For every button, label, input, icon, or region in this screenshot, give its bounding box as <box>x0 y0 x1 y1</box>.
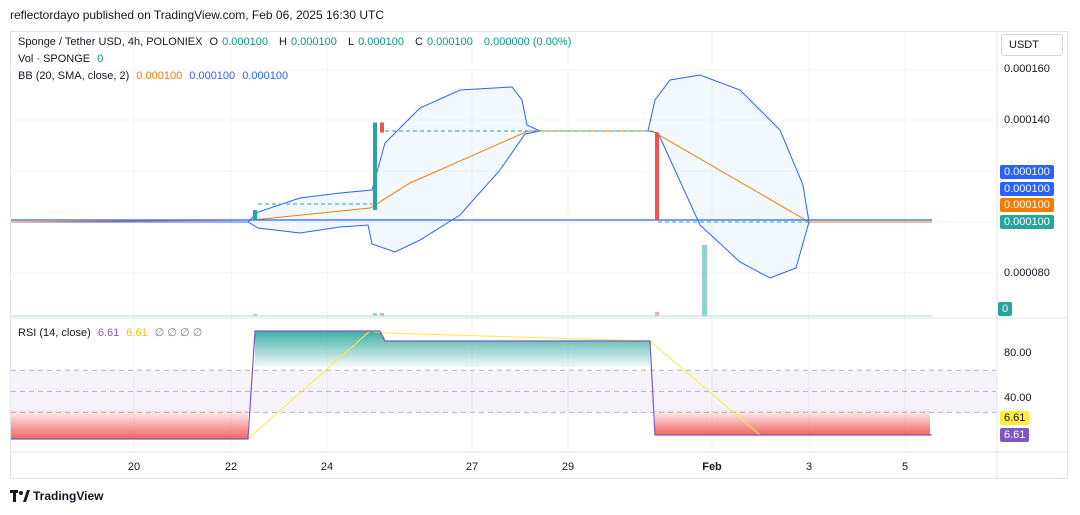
rsi-oversold-fill <box>655 410 930 435</box>
volume-bar <box>253 314 257 316</box>
rsi-label: RSI (14, close) <box>18 327 91 339</box>
x-tick-label: 5 <box>902 461 908 473</box>
bb-upper-price-tag: 0.000100 <box>1000 165 1054 179</box>
x-tick-label: 3 <box>806 461 812 473</box>
bb-basis-price-tag: 0.000100 <box>1000 198 1054 212</box>
ohlc-change: 0.000000 (0.00%) <box>483 36 572 48</box>
x-tick-label: 29 <box>562 461 574 473</box>
volume-tag: 0 <box>998 302 1013 316</box>
bb-basis-value: 0.000100 <box>136 70 183 82</box>
tradingview-logo[interactable]: TradingView <box>10 489 103 503</box>
x-tick-label: 22 <box>225 461 237 473</box>
bb-lower-price-tag: 0.000100 <box>1000 182 1054 196</box>
rsi-tick-label: 40.00 <box>1004 392 1032 404</box>
x-tick-label: 24 <box>321 461 333 473</box>
volume-legend: Vol · SPONGE 0 <box>18 53 107 65</box>
rsi-line <box>11 330 932 440</box>
bb-band-fill <box>11 75 932 278</box>
y-tick-label: 0.000140 <box>1004 114 1050 126</box>
bb-upper-value: 0.000100 <box>189 70 236 82</box>
bb-upper-line <box>11 74 932 223</box>
rsi-ma-value: 6.61 <box>126 327 148 339</box>
rsi-oversold-fill <box>11 410 248 439</box>
symbol-title: Sponge / Tether USD, 4h, POLONIEX <box>18 36 203 48</box>
last-price-tag: 0.000100 <box>1000 215 1054 229</box>
candle <box>253 210 257 220</box>
tradingview-logo-icon <box>10 490 30 502</box>
volume-bar <box>373 313 377 316</box>
ohlc-high: H 0.000100 <box>279 36 337 48</box>
rsi-value-tag: 6.61 <box>1000 428 1030 442</box>
candle <box>373 122 377 210</box>
bb-basis-line <box>10 130 932 223</box>
rsi-legend: RSI (14, close) 6.61 6.61 ∅ ∅ ∅ ∅ <box>18 326 206 339</box>
publish-attribution: reflectordayo published on TradingView.c… <box>10 8 385 22</box>
tradingview-logo-text: TradingView <box>33 489 104 503</box>
bb-lower-value: 0.000100 <box>242 70 289 82</box>
y-tick-label: 0.000080 <box>1004 267 1050 279</box>
x-tick-label: 27 <box>466 461 478 473</box>
x-tick-label: 20 <box>128 461 140 473</box>
y-tick-label: 0.000160 <box>1004 63 1050 75</box>
bb-label: BB (20, SMA, close, 2) <box>18 70 130 82</box>
rsi-extra-values: ∅ ∅ ∅ ∅ <box>154 327 203 339</box>
currency-selector[interactable]: USDT <box>1001 34 1063 56</box>
chart-frame <box>10 31 1068 479</box>
symbol-legend: Sponge / Tether USD, 4h, POLONIEX O 0.000… <box>18 36 575 48</box>
candle <box>655 132 659 220</box>
candle <box>380 122 384 133</box>
rsi-value: 6.61 <box>97 327 120 339</box>
volume-bar <box>702 245 707 316</box>
volume-bar <box>655 312 659 316</box>
volume-label: Vol · SPONGE <box>18 53 91 65</box>
ohlc-close: C 0.000100 <box>415 36 473 48</box>
x-tick-label: Feb <box>702 461 722 473</box>
volume-bar <box>380 313 384 316</box>
bb-lower-line <box>11 130 932 279</box>
rsi-tick-label: 80.00 <box>1004 347 1032 359</box>
volume-value: 0 <box>97 53 104 65</box>
ohlc-low: L 0.000100 <box>347 36 404 48</box>
rsi-ma-tag: 6.61 <box>1000 411 1030 425</box>
bb-legend: BB (20, SMA, close, 2) 0.000100 0.000100… <box>18 70 292 82</box>
ohlc-open: O 0.000100 <box>209 36 268 48</box>
rsi-overbought-fill <box>255 331 650 367</box>
